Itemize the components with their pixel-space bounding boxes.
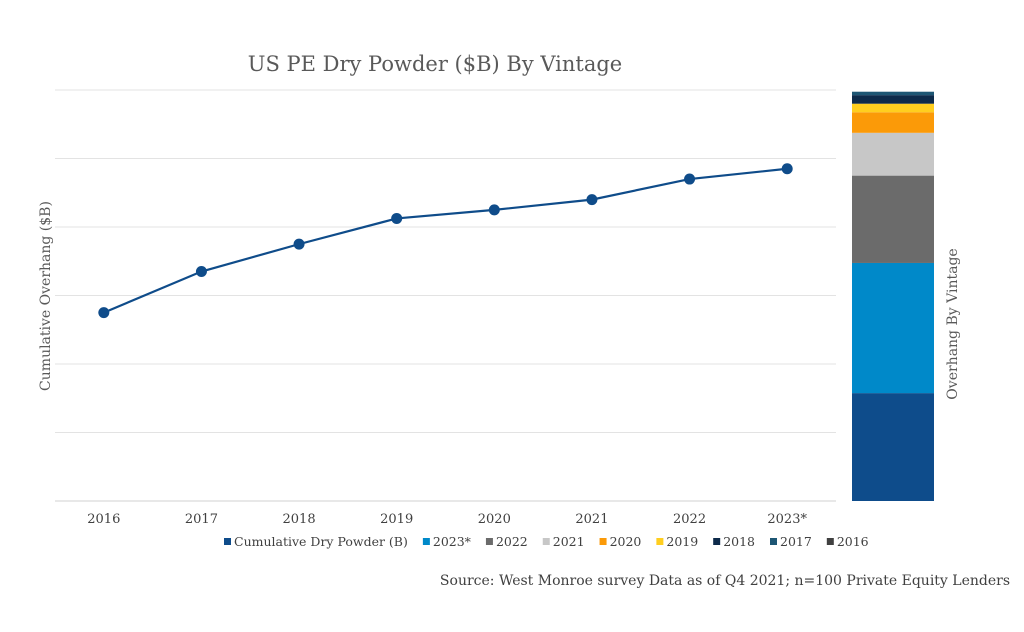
- x-tick-label: 2018: [283, 512, 316, 527]
- stack-segment-2020: [852, 132, 934, 176]
- x-tick-label: 2017: [185, 512, 218, 527]
- stack-segment-2018: [852, 103, 934, 113]
- x-tick-label: 2023*: [767, 512, 807, 527]
- legend-swatch: [826, 538, 834, 545]
- legend-swatch: [713, 538, 721, 545]
- data-point: [195, 266, 207, 278]
- stack-axis-label: Overhang By Vintage: [945, 248, 961, 399]
- x-tick-label: 2021: [575, 512, 608, 527]
- x-tick-label: 2016: [87, 512, 120, 527]
- stack-segment-2016: [852, 91, 934, 96]
- x-tick-label: 2019: [380, 512, 413, 527]
- gridlines: [55, 89, 836, 502]
- data-point: [98, 307, 110, 319]
- source-note: Source: West Monroe survey Data as of Q4…: [440, 573, 1010, 589]
- legend-swatch: [224, 538, 231, 545]
- data-point: [391, 212, 403, 224]
- legend-label: 2017: [780, 534, 812, 549]
- stack-segment-2019: [852, 112, 934, 133]
- legend-label: 2021: [553, 534, 585, 549]
- legend-label: Cumulative Dry Powder (B): [234, 534, 408, 549]
- stack-segment-2021: [852, 175, 934, 263]
- legend-label: 2019: [666, 534, 698, 549]
- data-point: [781, 163, 793, 175]
- stack-segment-2022: [852, 262, 934, 394]
- stack-segment-2017: [852, 95, 934, 104]
- x-tick-label: 2020: [478, 512, 511, 527]
- legend-swatch: [485, 538, 493, 545]
- chart-legend: Cumulative Dry Powder (B) 2023* 2022 2021 20…: [224, 534, 869, 549]
- data-point: [684, 173, 696, 185]
- legend-label: 2023*: [433, 534, 472, 549]
- series-line: [103, 167, 788, 314]
- data-point: [488, 204, 500, 216]
- legend-label: 2020: [610, 534, 642, 549]
- cumulative-dry-powder-series: [98, 163, 793, 319]
- legend-label: 2022: [496, 534, 528, 549]
- data-point: [586, 194, 598, 206]
- legend-label: 2018: [723, 534, 755, 549]
- legend-swatch: [422, 538, 430, 545]
- x-tick-label: 2022: [673, 512, 706, 527]
- stack-segment-2023: [852, 393, 934, 501]
- x-axis-ticks: 2016 2017 2018 2019 2020 2021 2022 2023*: [87, 512, 807, 527]
- legend-swatch: [656, 538, 664, 545]
- legend-label: 2016: [837, 534, 869, 549]
- legend-swatch: [599, 538, 607, 545]
- data-point: [293, 238, 305, 250]
- vintage-stacked-bar: [852, 91, 934, 501]
- chart-title: US PE Dry Powder ($B) By Vintage: [248, 52, 622, 76]
- legend-swatch: [770, 538, 777, 545]
- legend-swatch: [542, 538, 550, 545]
- y-axis-label: Cumulative Overhang ($B): [38, 201, 54, 391]
